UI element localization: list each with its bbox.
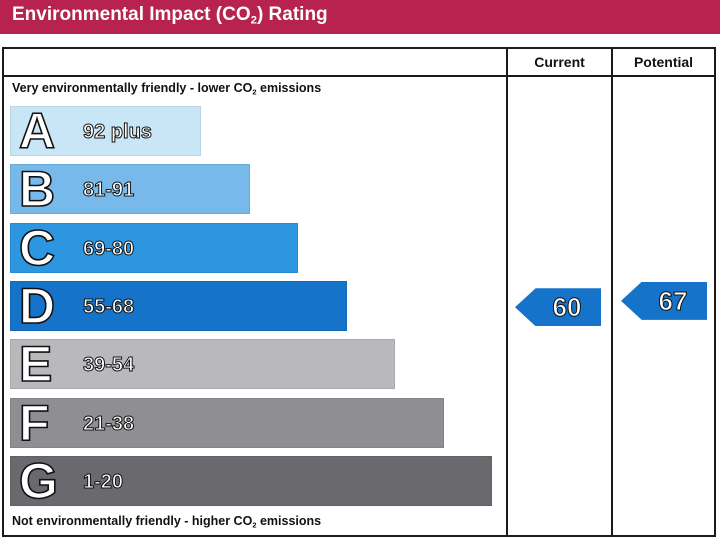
band-e: E 39-54: [10, 336, 395, 393]
bottom-note-subscript: 2: [252, 520, 257, 530]
bottom-note: Not environmentally friendly - higher CO…: [12, 514, 321, 529]
band-e-range: 39-54: [82, 354, 135, 377]
potential-rating-value: 67: [658, 285, 688, 316]
top-note-prefix: Very environmentally friendly - lower CO: [12, 81, 253, 95]
band-a-letter: A: [18, 103, 56, 159]
band-f-range: 21-38: [82, 412, 135, 435]
potential-column-divider: [611, 47, 613, 537]
top-note-subscript: 2: [252, 87, 257, 97]
top-note: Very environmentally friendly - lower CO…: [12, 81, 321, 96]
bottom-note-suffix: emissions: [256, 514, 322, 528]
current-column-header: Current: [534, 54, 585, 70]
current-rating-value: 60: [552, 292, 582, 323]
bottom-note-prefix: Not environmentally friendly - higher CO: [12, 514, 253, 528]
current-column-divider: [506, 47, 508, 537]
band-f-letter: F: [18, 394, 50, 451]
band-g-letter: G: [18, 452, 59, 509]
current-rating-arrow: 60: [515, 288, 601, 327]
band-c-letter: C: [18, 219, 56, 276]
band-f: F 21-38: [10, 394, 444, 451]
top-note-suffix: emissions: [256, 81, 322, 95]
band-a: A 92 plus: [10, 103, 201, 159]
band-d-letter: D: [18, 277, 56, 334]
band-a-range: 92 plus: [83, 121, 153, 144]
band-d-range: 55-68: [82, 295, 135, 318]
band-b-range: 81-91: [82, 179, 135, 202]
potential-rating-arrow: 67: [621, 281, 707, 320]
band-e-letter: E: [18, 336, 53, 393]
band-c-range: 69-80: [82, 237, 135, 260]
title-subscript: 2: [250, 14, 257, 27]
title-prefix: Environmental Impact (CO: [12, 4, 251, 25]
band-b: B 81-91: [10, 161, 250, 218]
band-g: G 1-20: [10, 452, 492, 509]
band-b-letter: B: [18, 161, 56, 218]
chart-title: Environmental Impact (CO2) Rating: [0, 0, 720, 34]
band-d: D 55-68: [10, 277, 347, 334]
band-c: C 69-80: [10, 219, 298, 276]
header-rule: [2, 75, 716, 77]
title-suffix: ) Rating: [256, 4, 328, 25]
band-g-range: 1-20: [82, 470, 124, 493]
potential-column-header: Potential: [633, 54, 694, 70]
